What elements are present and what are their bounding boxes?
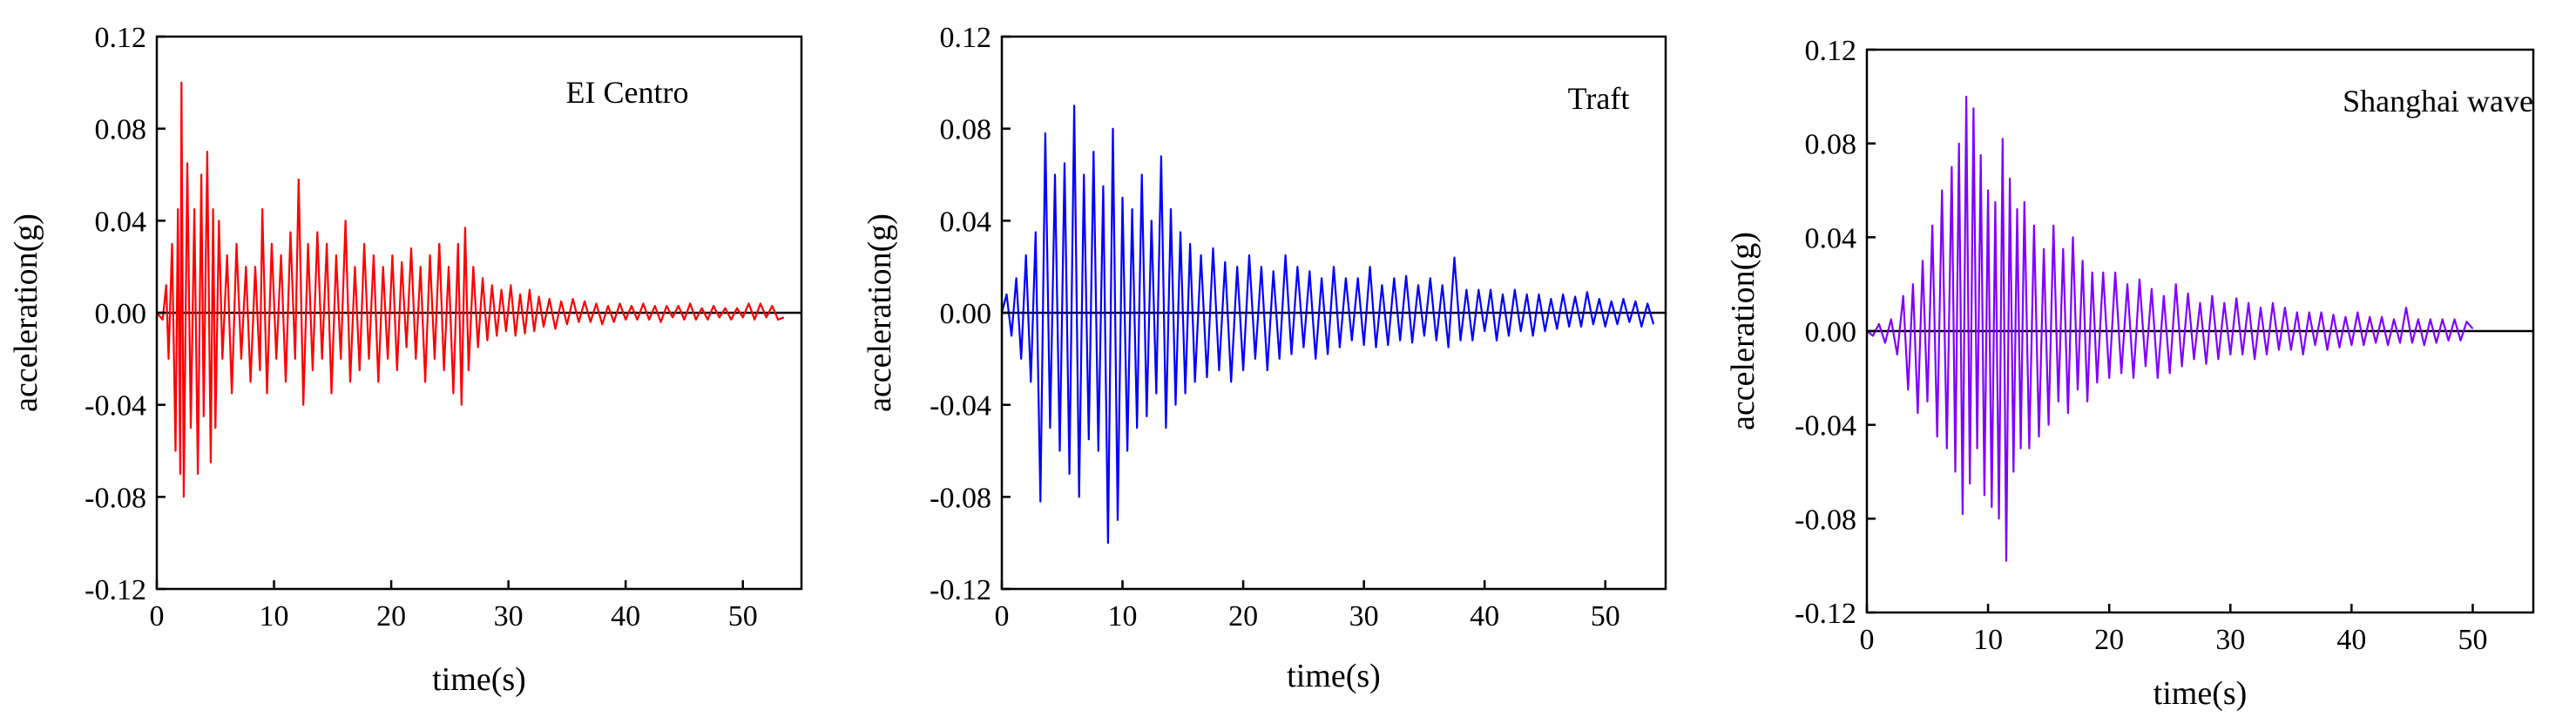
y-tick-label: -0.04 (85, 390, 146, 423)
y-tick-label: 0.00 (1805, 316, 1857, 348)
x-tick-label: 50 (1591, 600, 1620, 633)
record-name-label: Shanghai wave (2343, 84, 2533, 118)
x-tick-label: 20 (376, 600, 406, 633)
x-tick-label: 0 (995, 600, 1010, 633)
x-tick-label: 0 (150, 600, 165, 633)
y-tick-label: 0.04 (95, 206, 147, 238)
chart-panel-el-centro: 0 10 20 30 40 50 -0.12 -0.08 -0.04 0.00 0.04 0.08 0.… (8, 22, 803, 698)
record-name-label: EI Centro (566, 75, 689, 110)
y-tick-label: 0.08 (940, 114, 992, 146)
x-tick-label: 10 (1973, 624, 2003, 656)
x-tick-label: 20 (1228, 600, 1258, 633)
y-tick-label: 0.00 (940, 298, 992, 330)
y-tick-label: 0.12 (1805, 35, 1857, 67)
y-tick-label: -0.04 (930, 390, 991, 423)
x-tick-label: 10 (260, 600, 289, 633)
y-tick-label: 0.08 (1805, 129, 1857, 161)
y-axis-title: acceleration(g) (862, 213, 898, 412)
y-tick-label: 0.04 (1805, 222, 1857, 254)
x-tick-label: 0 (1860, 624, 1875, 656)
x-tick-label: 20 (2094, 624, 2124, 656)
y-tick-label: -0.12 (930, 574, 991, 606)
record-name-label: Traft (1568, 81, 1630, 116)
series-line-shanghai-wave (1866, 95, 2474, 562)
y-tick-label: 0.00 (95, 298, 147, 330)
x-axis-title: time(s) (1287, 658, 1381, 694)
y-tick-label: -0.12 (1795, 598, 1856, 630)
y-tick-label: 0.12 (940, 22, 992, 54)
panels: 0 10 20 30 40 50 -0.12 -0.08 -0.04 0.00 0.04 0.08 0.… (8, 22, 2535, 712)
y-tick-label: -0.08 (930, 482, 991, 514)
x-tick-label: 40 (611, 600, 640, 633)
x-tick-label: 30 (2215, 624, 2245, 656)
y-tick-label: 0.04 (940, 206, 992, 238)
series-line-traft (1000, 105, 1655, 545)
x-tick-label: 30 (494, 600, 524, 633)
series-line-el-centro (156, 81, 785, 498)
y-tick-label: -0.08 (85, 482, 146, 514)
y-tick-label: -0.12 (85, 574, 146, 606)
y-tick-label: 0.08 (95, 114, 147, 146)
y-tick-label: -0.08 (1795, 504, 1856, 536)
y-axis-title: acceleration(g) (1725, 232, 1761, 430)
x-tick-label: 30 (1349, 600, 1379, 633)
y-tick-label: -0.04 (1795, 410, 1856, 443)
x-tick-label: 40 (2336, 624, 2366, 656)
chart-panel-shanghai-wave: 0 10 20 30 40 50 -0.12 -0.08 -0.04 0.00 0.04 0.08 0.… (1725, 35, 2535, 712)
x-tick-label: 50 (2458, 624, 2487, 656)
chart-panel-traft: 0 10 20 30 40 50 -0.12 -0.08 -0.04 0.00 0.04 0.08 0.… (862, 22, 1667, 694)
x-axis-title: time(s) (2153, 675, 2248, 712)
y-axis-title: acceleration(g) (8, 213, 44, 412)
x-tick-label: 40 (1470, 600, 1499, 633)
x-axis-title: time(s) (432, 661, 526, 698)
x-tick-label: 10 (1108, 600, 1138, 633)
y-tick-label: 0.12 (95, 22, 147, 54)
x-tick-label: 50 (728, 600, 758, 633)
